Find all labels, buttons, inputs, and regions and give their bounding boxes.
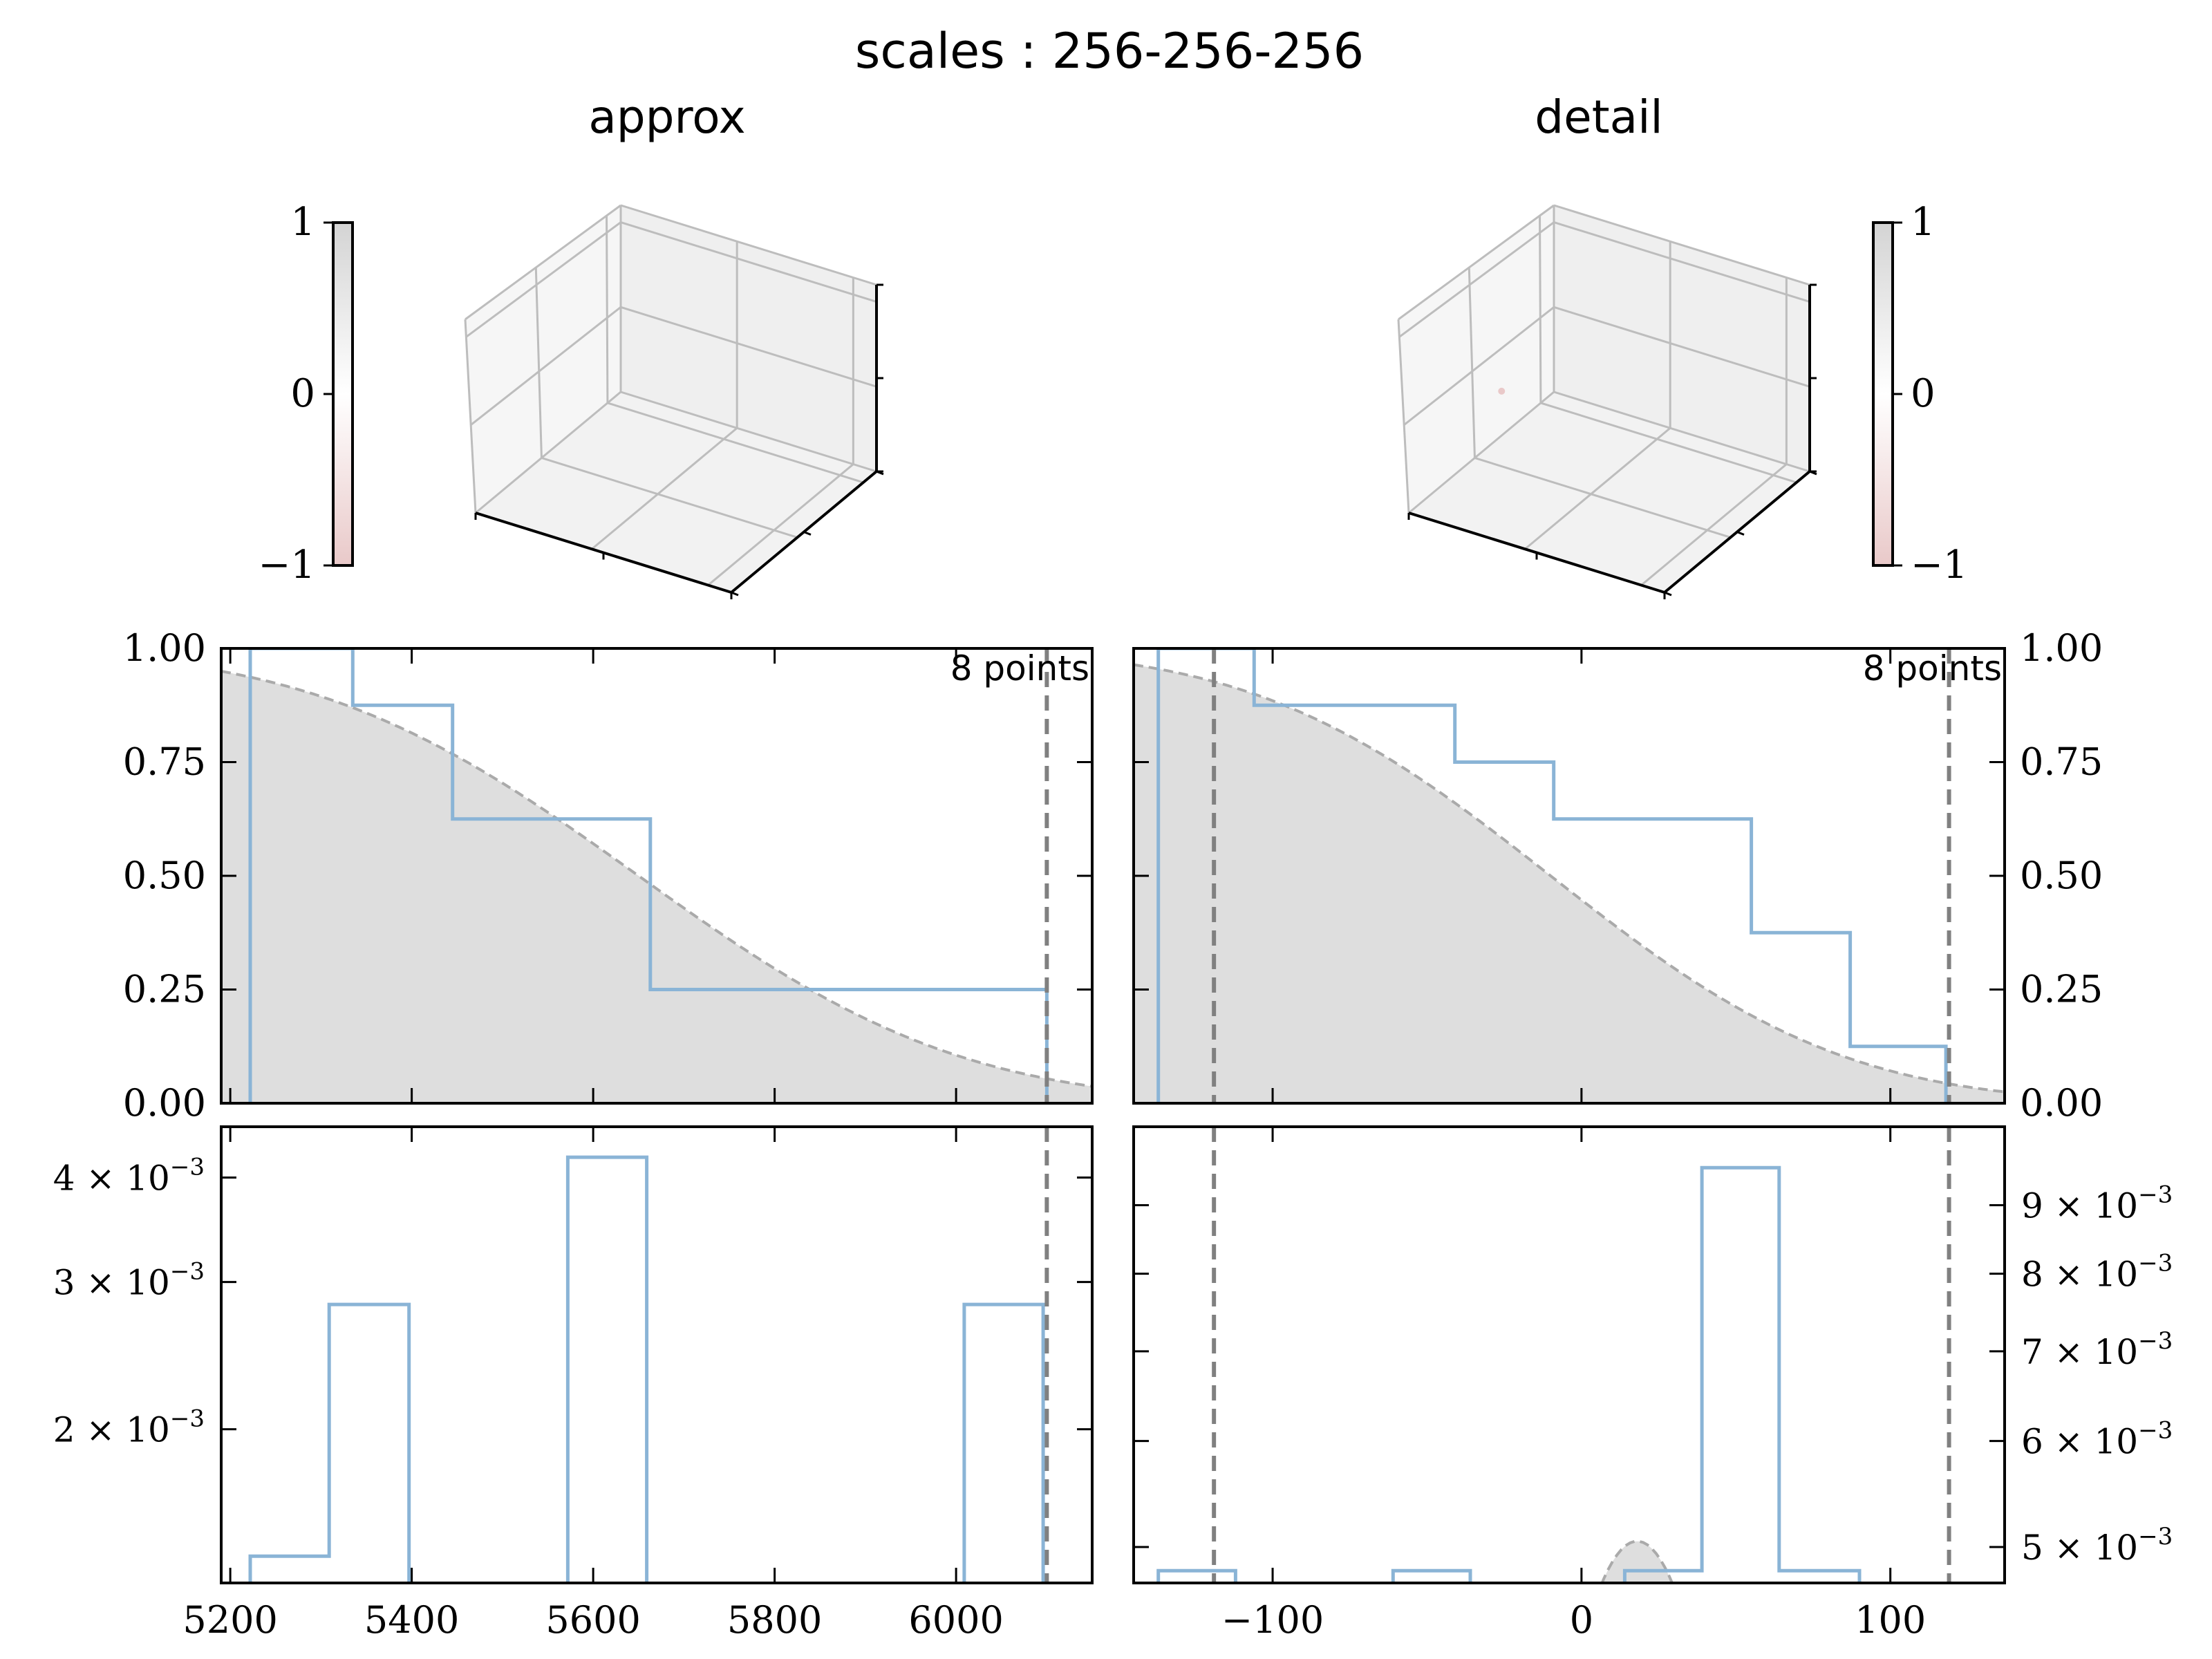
detail-side-grid-b1 <box>1403 306 1555 426</box>
approx-floor-grid-b2 <box>607 402 864 484</box>
detail-side-pane <box>1398 205 1554 513</box>
approx-cdf-ytick-label-0: 0.00 <box>123 1081 206 1125</box>
approx-side-grid-a2 <box>606 215 609 403</box>
approx-back-grid-b1 <box>620 306 877 388</box>
detail-side-grid-a2 <box>1539 215 1542 403</box>
detail-cdf-plot-area <box>1134 648 2005 1103</box>
detail-colorbar-label-0: 1 <box>1911 200 1936 245</box>
detail-hist-normal-fill <box>1602 1541 1673 1583</box>
approx-colorbar-label-1: 0 <box>290 371 315 416</box>
approx-colorbar <box>332 221 354 567</box>
approx-side-pane <box>465 205 621 513</box>
approx-edge-5 <box>620 391 877 473</box>
detail-cdf-ytick-label-4: 1.00 <box>2020 626 2103 670</box>
approx-cdf-fitted-fill <box>221 671 1092 1103</box>
detail-hist-frame <box>1132 1125 2006 1584</box>
approx-hist-ytick-label-1: 3 × 10−3 <box>53 1258 205 1303</box>
detail-colorbar <box>1872 221 1894 567</box>
detail-point-0 <box>1498 387 1506 395</box>
approx-hist-frame <box>220 1125 1094 1584</box>
approx-side-grid-a1 <box>534 267 543 458</box>
detail-edge-5 <box>1553 391 1810 473</box>
detail-hist-ytick-label-2: 7 × 10−3 <box>2021 1327 2173 1372</box>
approx-hist-xtick-label-3: 5800 <box>727 1598 822 1642</box>
detail-side-grid-b2 <box>1398 221 1555 338</box>
approx-hist-histogram <box>248 1155 1045 1583</box>
detail-y-tick-1 <box>1736 531 1745 536</box>
detail-hist-ytick-label-1: 6 × 10−3 <box>2021 1417 2173 1462</box>
detail-cdf-ytick-label-3: 0.75 <box>2020 740 2103 784</box>
detail-hist-histogram <box>1156 1165 1862 1583</box>
detail-floor-grid-a1 <box>1524 427 1671 550</box>
approx-colorbar-label-2: −1 <box>258 543 315 588</box>
approx-edge-2 <box>465 204 621 321</box>
approx-floor-pane <box>476 392 877 592</box>
detail-axes3d <box>1397 204 1817 599</box>
figure-title: scales : 256-256-256 <box>855 23 1364 79</box>
detail-cdf-ytick-label-2: 0.50 <box>2020 854 2103 897</box>
approx-cdf-annotation: 8 points <box>950 648 1089 688</box>
approx-y-tick-1 <box>803 531 812 536</box>
detail-floor-grid-a2 <box>1640 463 1788 586</box>
detail-colorbar-label-1: 0 <box>1911 371 1936 416</box>
approx-side-grid-b2 <box>465 221 621 338</box>
approx-edge-1 <box>464 319 477 514</box>
approx-cdf-ytick-label-4: 1.00 <box>123 626 206 670</box>
detail-floor-grid-b2 <box>1540 402 1797 484</box>
detail-title: detail <box>1535 91 1663 144</box>
detail-y-tick-0 <box>1664 591 1672 597</box>
detail-cdf-annotation: 8 points <box>1863 648 2002 688</box>
detail-edge-6 <box>1408 391 1555 514</box>
approx-cdf-ytick-label-2: 0.50 <box>123 854 206 897</box>
approx-cdf-plot-area <box>221 648 1092 1103</box>
detail-edge-3 <box>1553 204 1810 286</box>
approx-hist-xtick-label-4: 6000 <box>908 1598 1003 1642</box>
detail-colorbar-label-2: −1 <box>1911 543 1968 588</box>
approx-hist-ytick-label-2: 4 × 10−3 <box>53 1153 205 1198</box>
detail-back-grid-b2 <box>1553 221 1810 303</box>
approx-cdf-fitted-curve <box>221 670 1092 1088</box>
approx-hist-xtick-label-0: 5200 <box>182 1598 277 1642</box>
approx-back-grid-b2 <box>620 221 877 303</box>
detail-back-pane <box>1554 205 1810 471</box>
approx-edge-6 <box>475 391 621 514</box>
approx-hist-xtick-label-2: 5600 <box>545 1598 640 1642</box>
detail-hist-plot-area <box>1156 1127 1951 1583</box>
plot-layer: 0.00 0.25 0.50 0.75 1.00 8 points 0.00 0.25 0.50… <box>53 200 2173 1642</box>
detail-hist-ytick-label-0: 5 × 10−3 <box>2021 1523 2173 1568</box>
detail-hist-ytick-label-4: 9 × 10−3 <box>2021 1181 2173 1226</box>
approx-floor-grid-a2 <box>707 463 854 586</box>
detail-floor-pane <box>1409 392 1810 592</box>
approx-y-tick-0 <box>731 591 739 597</box>
approx-hist-plot-area <box>248 1127 1049 1583</box>
detail-hist-xtick-label-1: 0 <box>1570 1598 1593 1642</box>
detail-hist-ytick-label-3: 8 × 10−3 <box>2021 1250 2173 1295</box>
approx-colorbar-label-0: 1 <box>290 200 315 245</box>
approx-cdf-empirical-step <box>248 648 1049 1103</box>
detail-side-grid-a1 <box>1468 267 1476 458</box>
detail-cdf-ytick-label-1: 0.25 <box>2020 968 2103 1011</box>
detail-edge-1 <box>1397 319 1410 514</box>
detail-cdf-empirical-step <box>1156 648 1948 1103</box>
detail-cdf-fitted-fill <box>1134 664 2005 1103</box>
approx-hist-ytick-label-0: 2 × 10−3 <box>53 1405 205 1450</box>
approx-cdf-ytick-label-3: 0.75 <box>123 740 206 784</box>
detail-hist-xtick-label-2: 100 <box>1855 1598 1926 1642</box>
approx-edge-3 <box>620 204 877 286</box>
approx-title: approx <box>588 91 745 144</box>
approx-back-pane <box>621 205 877 471</box>
approx-cdf-ytick-label-1: 0.25 <box>123 968 206 1011</box>
detail-edge-2 <box>1398 204 1555 321</box>
detail-floor-grid-b1 <box>1474 457 1731 538</box>
detail-cdf-ytick-label-0: 0.00 <box>2020 1081 2103 1125</box>
approx-hist-xtick-label-1: 5400 <box>364 1598 459 1642</box>
detail-hist-xtick-label-0: −100 <box>1221 1598 1324 1642</box>
approx-axes3d <box>464 204 884 599</box>
detail-back-grid-b1 <box>1553 306 1810 388</box>
approx-side-grid-b1 <box>470 306 621 426</box>
approx-floor-grid-a1 <box>591 427 738 550</box>
approx-floor-grid-b1 <box>541 457 798 538</box>
